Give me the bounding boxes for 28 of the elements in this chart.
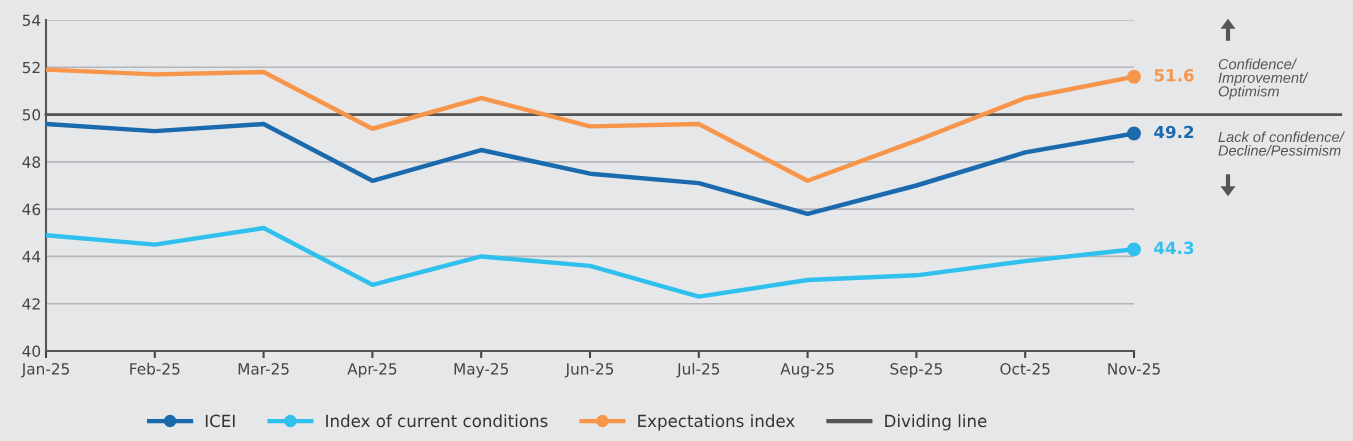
y-tick-label: 48 [22,156,41,168]
legend-label: Dividing line [885,414,987,431]
data-label: 49.2 [1154,125,1194,139]
legend-label: Index of current conditions [326,414,548,428]
y-tick-label: 46 [22,203,41,216]
text: Confidence/ Improvement/ Optimism [1218,58,1309,100]
y-tick-label: 44 [22,251,41,263]
x-tick-label: May-25 [454,363,508,378]
x-tick-label: Sep-25 [890,363,942,378]
legend-label: Expectations index [638,414,795,431]
x-tick-label: Apr-25 [347,363,397,378]
y-tick-label: 42 [22,298,40,310]
x-tick-label: Oct-25 [1000,363,1050,375]
y-tick-label: 50 [22,109,41,121]
data-label: 51.6 [1154,68,1194,82]
y-tick-label: 40 [22,345,41,358]
x-tick-label: Feb-25 [130,362,180,375]
text: Lack of confidence/ Decline/Pessimism [1218,131,1345,156]
y-tick-label: 52 [22,61,40,74]
x-tick-label: Jun-25 [564,363,614,378]
legend-label: ICEI [205,414,235,428]
data-label: 44.3 [1154,241,1194,255]
x-tick-label: Mar-25 [238,363,289,375]
x-tick-label: Nov-25 [1108,363,1160,375]
x-tick-label: Jul-25 [676,362,720,378]
x-tick-label: Jan-25 [20,363,69,378]
x-tick-label: Aug-25 [780,363,834,378]
y-tick-label: 54 [22,14,41,27]
